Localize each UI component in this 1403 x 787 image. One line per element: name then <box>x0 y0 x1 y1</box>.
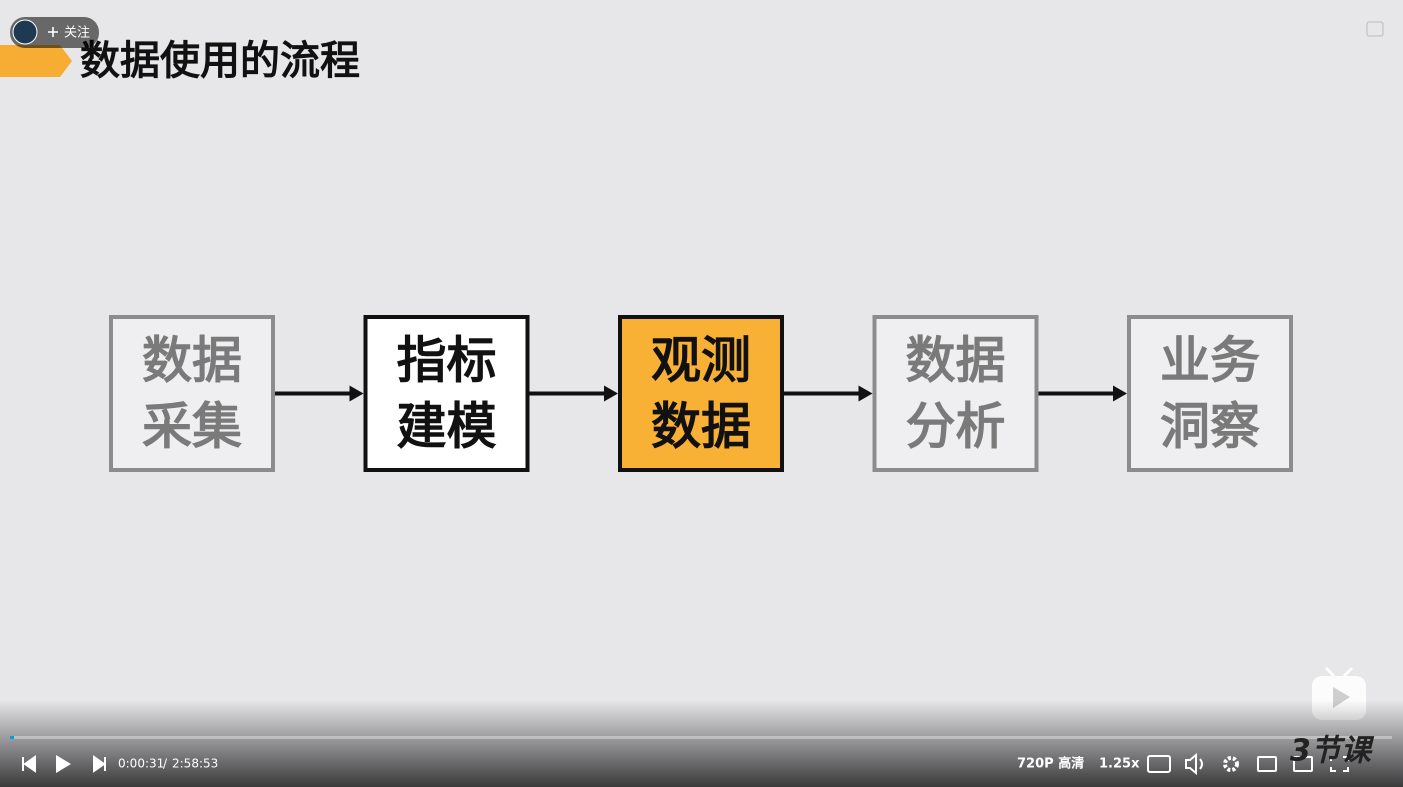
speed-button[interactable]: 1.25x <box>1099 757 1140 772</box>
next-button[interactable] <box>93 755 106 773</box>
node-label: 采集 <box>142 398 242 456</box>
controls-bg <box>0 700 1403 787</box>
duration: 2:58:53 <box>172 757 218 771</box>
node-label: 观测 <box>651 332 751 390</box>
arrow-head <box>858 385 873 402</box>
plus-icon <box>48 27 58 37</box>
flow-node <box>109 315 275 472</box>
prev-button[interactable] <box>22 755 36 773</box>
settings-button[interactable] <box>1223 756 1239 772</box>
play-button[interactable] <box>56 755 71 773</box>
fullscreen-button[interactable] <box>1330 756 1349 772</box>
arrow-head <box>349 385 364 402</box>
node-label: 分析 <box>906 398 1006 456</box>
title-accent <box>0 45 72 77</box>
volume-button[interactable] <box>1185 752 1203 776</box>
current-time: 0:00:31 <box>118 757 164 771</box>
help-icon[interactable] <box>1366 21 1384 37</box>
subtitle-button[interactable] <box>1147 755 1171 773</box>
node-label: 数据 <box>142 332 242 390</box>
slide-title: 数据使用的流程 <box>80 38 360 84</box>
flow-node <box>618 315 784 472</box>
node-label: 数据 <box>906 332 1006 390</box>
flow-node <box>1127 315 1293 472</box>
node-label: 指标 <box>397 332 497 390</box>
node-label: 数据 <box>651 398 751 456</box>
pip-button[interactable] <box>1257 756 1277 772</box>
avatar[interactable] <box>12 19 38 45</box>
follow-button[interactable]: 关注 <box>10 17 99 48</box>
time-separator: / <box>163 757 168 771</box>
quality-button[interactable]: 720P 高清 <box>1017 756 1084 772</box>
progress-played <box>10 736 14 739</box>
follow-label[interactable]: 关注 <box>64 26 90 41</box>
node-label: 业务 <box>1160 332 1260 390</box>
arrow-head <box>1113 385 1127 402</box>
widescreen-button[interactable] <box>1293 756 1313 772</box>
node-label: 洞察 <box>1160 398 1260 456</box>
progress-track[interactable] <box>10 736 1392 739</box>
node-label: 建模 <box>397 398 497 456</box>
flow-node <box>363 315 530 472</box>
watermark-logo: 3节课 <box>1290 734 1375 769</box>
flow-node <box>872 315 1039 472</box>
arrow-head <box>604 385 618 402</box>
